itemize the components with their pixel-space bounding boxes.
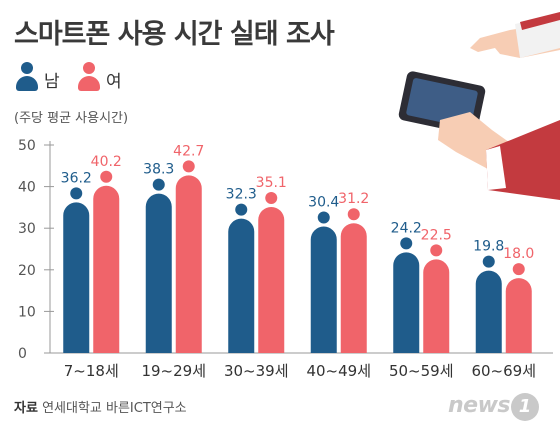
bar-head <box>235 203 248 216</box>
bar-head <box>317 211 330 224</box>
y-tick-label: 0 <box>18 346 27 362</box>
x-tick-label: 40~49세 <box>306 362 371 380</box>
page-title: 스마트폰 사용 시간 실태 조사 <box>14 19 335 50</box>
data-label: 31.2 <box>338 191 369 207</box>
data-label: 36.2 <box>61 170 92 186</box>
bar-head <box>347 208 360 221</box>
bar-head <box>400 237 413 250</box>
y-tick-label: 40 <box>18 180 36 196</box>
bar <box>93 185 120 353</box>
news1-logo-badge: 1 <box>511 393 539 421</box>
y-tick-label: 10 <box>18 304 36 320</box>
y-tick-label: 30 <box>18 221 36 237</box>
bar-head <box>482 255 495 268</box>
data-label: 38.3 <box>143 162 174 178</box>
bar <box>175 175 202 353</box>
female-person-icon <box>76 62 102 92</box>
legend-male-label: 남 <box>44 72 60 92</box>
bar <box>228 218 255 353</box>
bar <box>340 223 367 353</box>
source-text: 연세대학교 바른ICT연구소 <box>42 401 187 416</box>
bar-head <box>152 178 165 191</box>
x-tick-label: 7~18세 <box>64 362 119 380</box>
bar-head <box>182 160 195 173</box>
bar-head <box>265 191 278 204</box>
bar-head <box>70 187 83 200</box>
unit-label: (주당 평균 사용시간) <box>14 111 129 126</box>
male-person-icon <box>14 62 40 92</box>
bar <box>505 278 532 353</box>
legend-female-label: 여 <box>106 72 122 92</box>
data-label: 30.4 <box>308 195 339 211</box>
bar-head <box>100 170 113 183</box>
news1-logo: news <box>448 393 511 418</box>
source: 자료 연세대학교 바른ICT연구소 <box>14 397 187 416</box>
data-label: 18.0 <box>503 246 534 262</box>
bar <box>145 193 172 353</box>
data-label: 24.2 <box>391 220 422 236</box>
x-tick-label: 30~39세 <box>224 362 289 380</box>
bar-head <box>512 263 525 276</box>
bar <box>423 259 450 353</box>
bar <box>310 226 337 353</box>
data-label: 42.7 <box>173 143 204 159</box>
bar <box>63 202 90 353</box>
x-tick-label: 60~69세 <box>471 362 536 380</box>
x-tick-label: 19~29세 <box>141 362 206 380</box>
x-tick-label: 50~59세 <box>389 362 454 380</box>
data-label: 19.8 <box>473 239 504 255</box>
y-tick-label: 20 <box>18 263 36 279</box>
data-label: 35.1 <box>256 175 287 191</box>
bar <box>393 252 420 353</box>
bar <box>475 270 502 353</box>
source-label: 자료 <box>14 401 38 416</box>
data-label: 32.3 <box>226 187 257 203</box>
data-label: 40.2 <box>91 154 122 170</box>
bar-head <box>430 244 443 257</box>
y-tick-label: 50 <box>18 138 36 154</box>
data-label: 22.5 <box>421 227 452 243</box>
bar <box>258 206 285 353</box>
